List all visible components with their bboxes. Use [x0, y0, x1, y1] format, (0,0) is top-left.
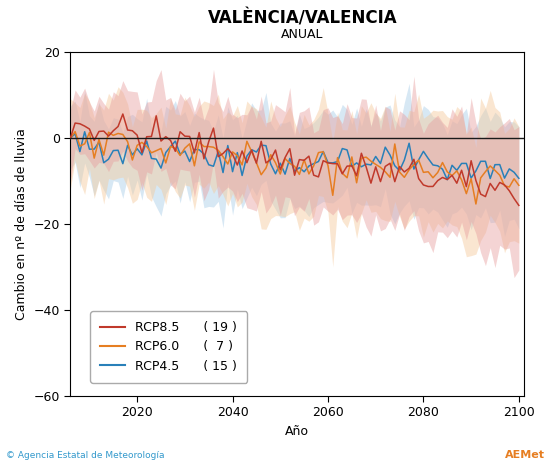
X-axis label: Año: Año [285, 425, 309, 438]
Text: © Agencia Estatal de Meteorología: © Agencia Estatal de Meteorología [6, 451, 164, 460]
Text: AEMet: AEMet [504, 450, 544, 460]
Text: ANUAL: ANUAL [281, 28, 324, 41]
Y-axis label: Cambio en nº de días de lluvia: Cambio en nº de días de lluvia [15, 128, 28, 320]
Text: VALÈNCIA/VALENCIA: VALÈNCIA/VALENCIA [208, 9, 397, 27]
Legend: RCP8.5      ( 19 ), RCP6.0      (  7 ), RCP4.5      ( 15 ): RCP8.5 ( 19 ), RCP6.0 ( 7 ), RCP4.5 ( 15… [90, 311, 247, 383]
